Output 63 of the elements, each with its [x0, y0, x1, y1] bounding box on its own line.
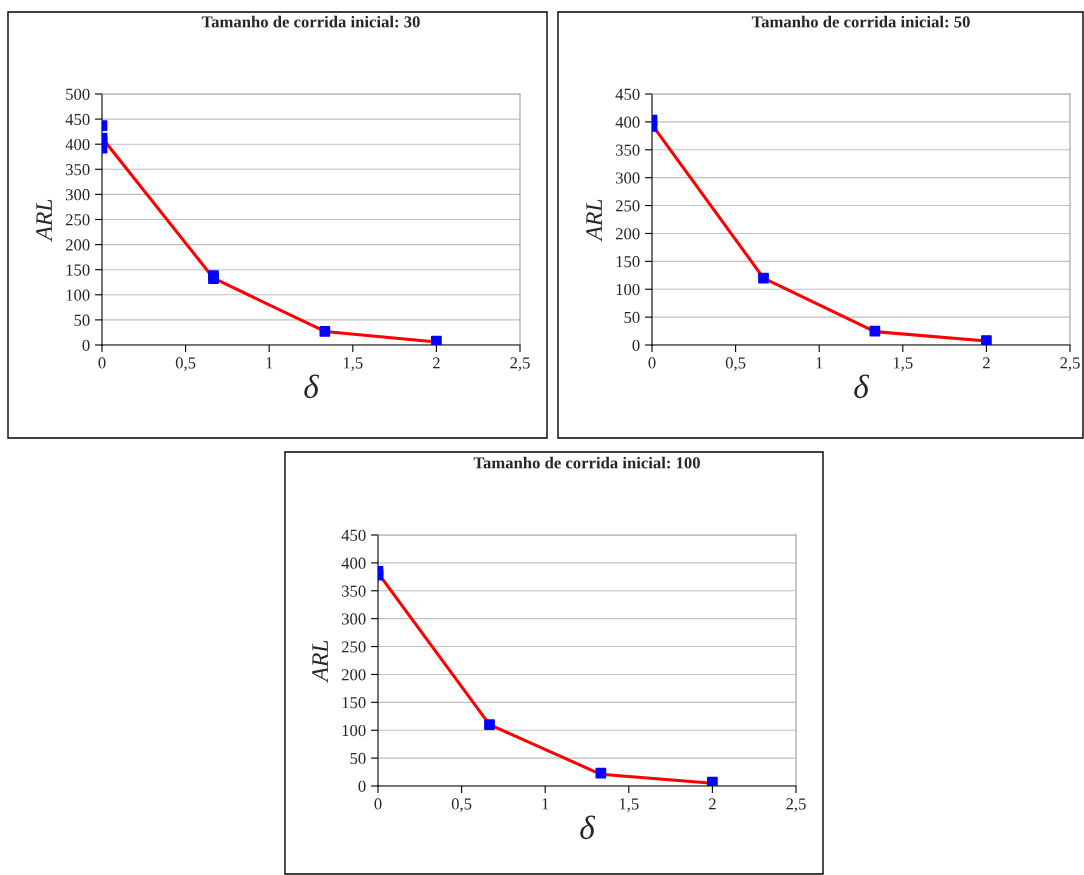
x-axis-title: δ	[854, 374, 870, 399]
x-tick-label: 1,5	[619, 798, 639, 812]
y-tick-label: 350	[341, 585, 366, 597]
y-tick-label: 250	[65, 214, 90, 226]
x-tick-label: 1,5	[343, 357, 363, 371]
x-tick-label: 0,5	[175, 357, 196, 371]
y-tick-label: 50	[74, 314, 90, 326]
y-tick-label: 300	[615, 172, 640, 184]
y-tick-label: 400	[341, 557, 366, 569]
x-tick-label: 0,5	[451, 798, 472, 812]
x-tick-label: 2	[982, 357, 990, 369]
x-tick-label: 1	[266, 357, 273, 369]
x-tick-label: 2,5	[1060, 357, 1080, 371]
y-tick-label: 450	[615, 88, 640, 100]
y-tick-label: 400	[65, 138, 90, 151]
y-tick-label: 150	[616, 256, 640, 268]
x-axis-title: δ	[580, 815, 596, 840]
x-tick-label: 0	[374, 798, 382, 810]
y-tick-label: 450	[341, 529, 366, 541]
y-tick-label: 300	[65, 189, 90, 201]
point	[707, 776, 718, 786]
x-tick-label: 2	[432, 357, 440, 369]
y-tick-label: 300	[341, 613, 366, 625]
x-tick-label: 1,5	[893, 357, 913, 371]
y-axis-title: ARL	[586, 199, 602, 242]
y-tick-label: 100	[342, 724, 366, 737]
x-tick-label: 1	[542, 798, 549, 810]
y-tick-label: 500	[66, 88, 90, 100]
x-tick-label: 0	[98, 357, 106, 369]
point	[484, 719, 495, 730]
y-tick-label: 400	[615, 116, 640, 128]
y-tick-label: 200	[341, 669, 366, 681]
y-tick-label: 250	[341, 641, 366, 653]
y-tick-label: 350	[65, 164, 90, 176]
chart-title: Tamanho de corrida inicial: 100	[473, 456, 700, 469]
chart-title: Tamanho de corrida inicial: 30	[201, 15, 420, 28]
x-tick-label: 2	[708, 798, 716, 810]
y-tick-label: 0	[632, 339, 640, 351]
point	[595, 767, 607, 779]
y-tick-label: 0	[82, 339, 90, 351]
x-axis-title: δ	[304, 374, 320, 399]
y-tick-label: 350	[615, 144, 640, 156]
y-tick-label: 100	[616, 283, 640, 296]
y-axis-title: ARL	[36, 199, 52, 242]
point	[758, 272, 769, 284]
y-tick-label: 100	[66, 289, 90, 301]
y-tick-label: 450	[65, 113, 90, 126]
y-tick-label: 150	[342, 697, 366, 709]
y-tick-label: 0	[358, 780, 366, 792]
x-tick-label: 0,5	[725, 357, 746, 371]
point	[981, 335, 992, 345]
chart-title: Tamanho de corrida inicial: 50	[751, 15, 970, 28]
y-tick-label: 50	[624, 311, 640, 324]
y-tick-label: 150	[66, 264, 90, 276]
y-tick-label: 250	[615, 200, 640, 212]
x-tick-label: 0	[648, 357, 656, 369]
y-tick-label: 200	[65, 239, 90, 251]
x-tick-label: 1	[816, 357, 823, 369]
y-axis-title: ARL	[312, 640, 328, 683]
x-tick-label: 2,5	[786, 798, 806, 812]
y-tick-label: 50	[350, 752, 366, 765]
y-tick-label: 200	[615, 228, 640, 240]
x-tick-label: 2,5	[510, 357, 530, 371]
